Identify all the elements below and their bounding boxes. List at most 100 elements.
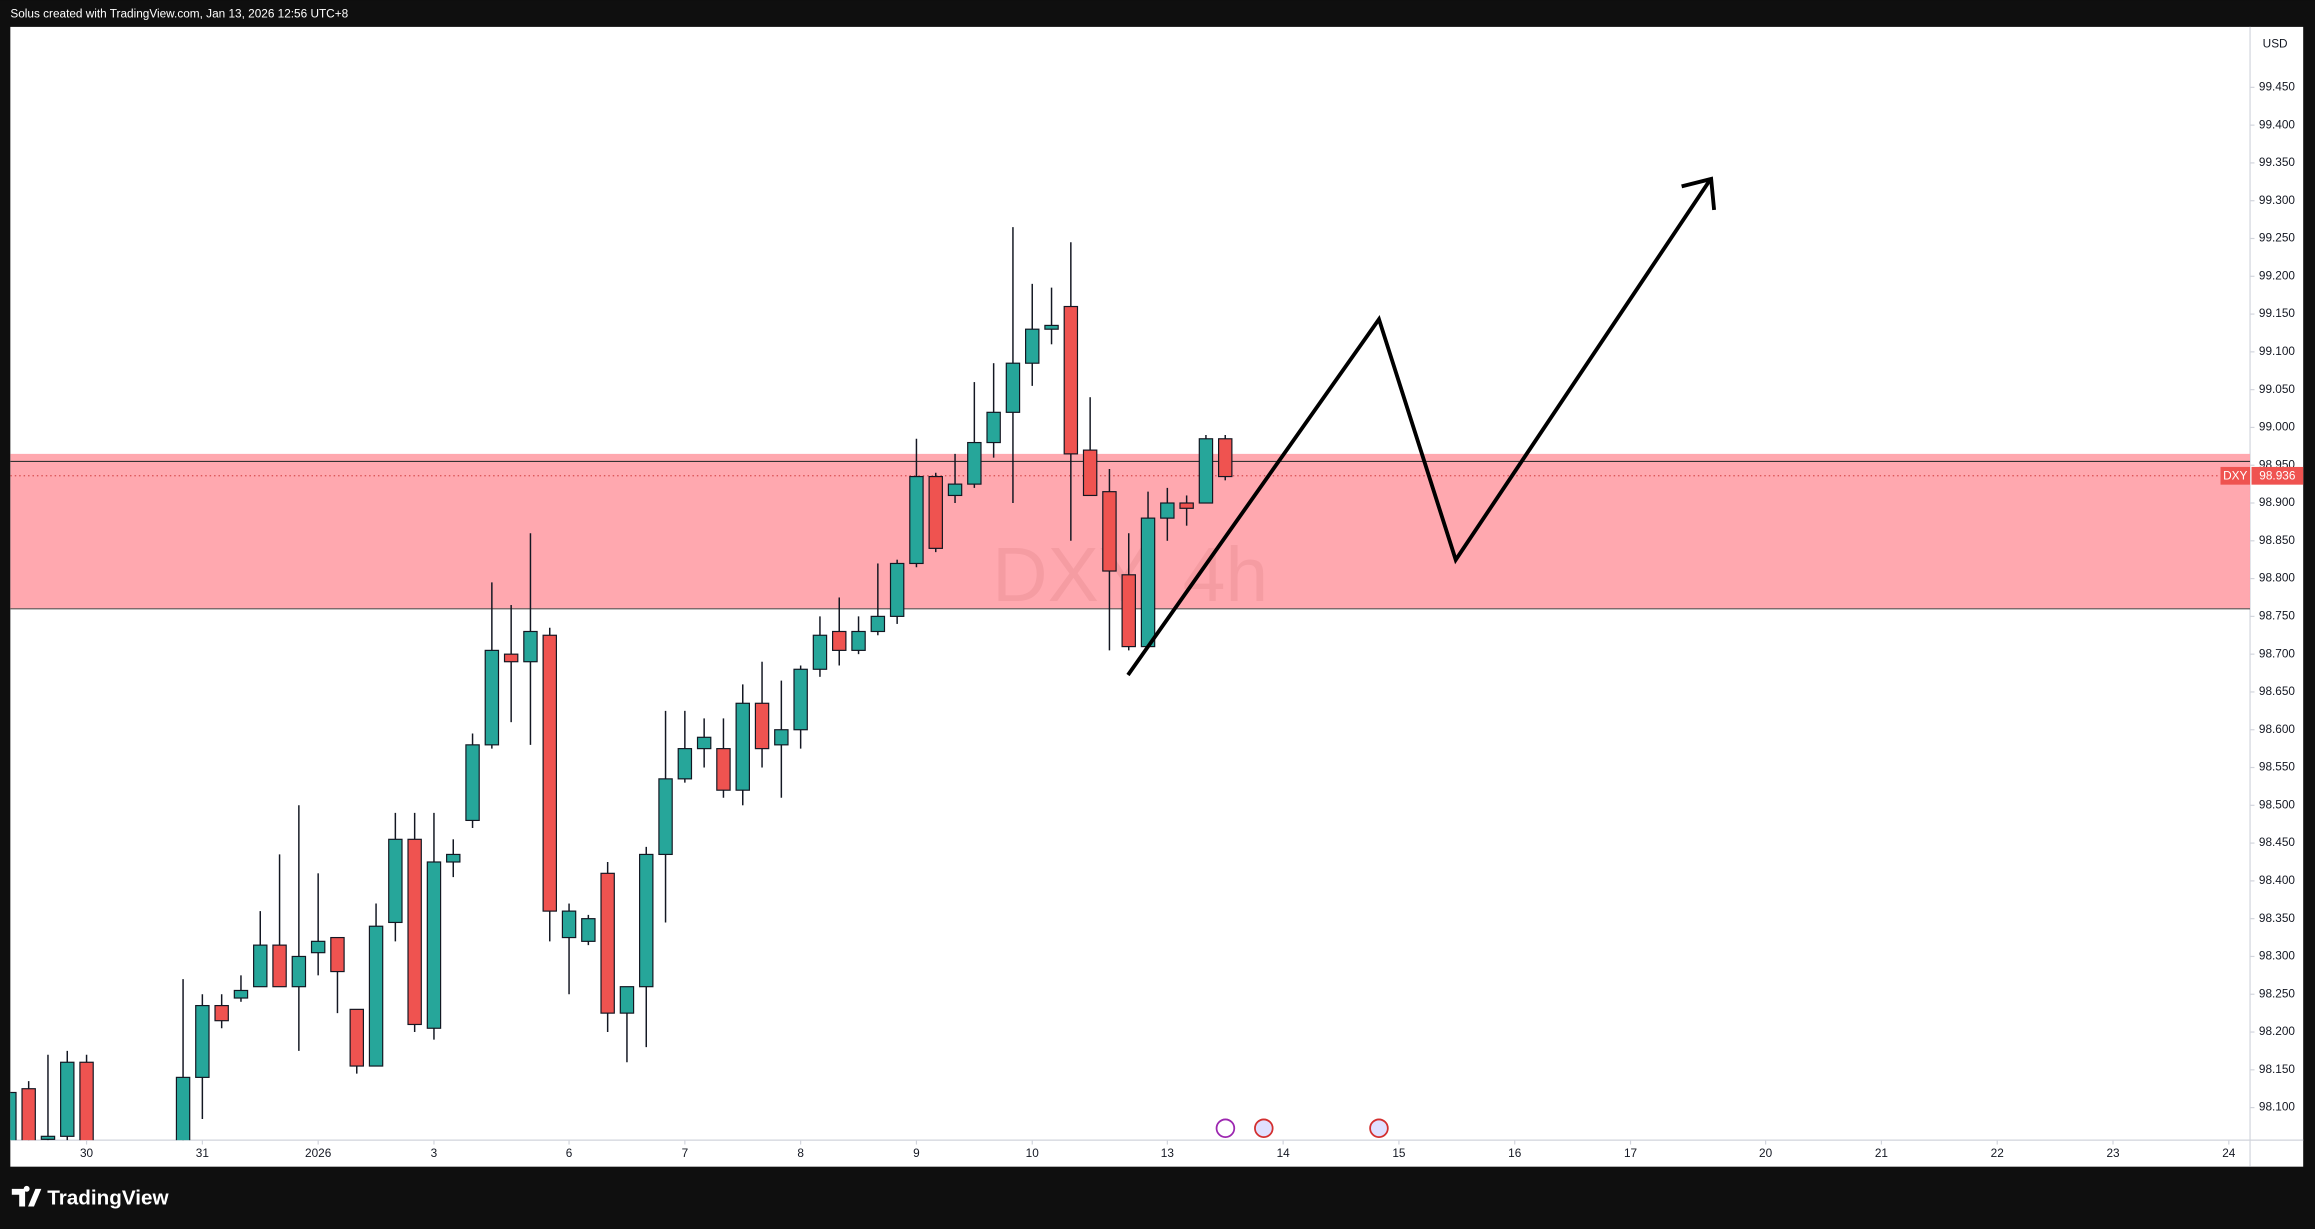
candle-body	[484, 649, 500, 746]
y-tick-label: 98.250	[2259, 986, 2296, 1000]
y-tick-label: 99.100	[2259, 344, 2296, 358]
candle	[233, 975, 249, 1002]
candle	[967, 382, 982, 488]
event-icon[interactable]	[1215, 1118, 1236, 1139]
candle-body	[1044, 324, 1059, 330]
candle	[832, 597, 847, 666]
candle	[214, 994, 229, 1029]
x-tick-label: 7	[682, 1146, 689, 1160]
y-tick-label: 98.550	[2259, 760, 2296, 774]
candle-body	[735, 702, 750, 791]
candle	[426, 812, 442, 1040]
candle-body	[1160, 502, 1175, 519]
candle	[561, 903, 577, 995]
candle-body	[465, 744, 480, 822]
candle	[677, 710, 693, 783]
candle	[10, 1091, 17, 1141]
x-tick-label: 14	[1277, 1146, 1291, 1160]
candle	[581, 914, 596, 946]
x-tick-label: 8	[797, 1146, 804, 1160]
candle-body	[233, 989, 249, 999]
currency: USD	[2263, 37, 2288, 51]
candle	[60, 1050, 75, 1141]
projection-arrow	[1126, 179, 1712, 677]
candle-body	[947, 483, 963, 497]
candle	[272, 854, 287, 988]
candle-body	[581, 918, 596, 942]
x-tick-label: 3	[431, 1146, 438, 1160]
candle-body	[1140, 517, 1156, 648]
candle-body	[851, 630, 866, 651]
y-tick-label: 98.400	[2259, 873, 2296, 887]
candle-body	[349, 1008, 364, 1067]
candle	[21, 1081, 36, 1141]
candle-body	[542, 634, 557, 912]
candle	[407, 812, 422, 1033]
candle-body	[1102, 491, 1117, 572]
candle-body	[639, 853, 654, 988]
candle	[889, 559, 905, 624]
candle	[330, 936, 345, 1014]
candle-body	[60, 1061, 75, 1137]
candle	[909, 438, 924, 568]
candle	[1179, 495, 1194, 526]
candle	[619, 986, 635, 1063]
candle	[446, 839, 461, 878]
candle-body	[928, 475, 943, 549]
candle-body	[1218, 438, 1233, 478]
brand-logo: TradingView	[11, 1185, 169, 1210]
y-tick-label: 99.300	[2259, 193, 2296, 207]
y-tick-label: 99.350	[2259, 155, 2296, 169]
candle	[658, 710, 673, 923]
candle	[774, 680, 789, 798]
candle	[986, 363, 1001, 458]
candle	[253, 911, 268, 988]
candle-body	[291, 955, 307, 988]
candle	[1121, 533, 1136, 651]
candle-body	[272, 944, 287, 988]
candle	[1025, 283, 1040, 386]
candle	[388, 812, 403, 942]
candle	[639, 846, 654, 1048]
candle-body	[330, 936, 345, 973]
candle-body	[967, 441, 982, 485]
candle-body	[1082, 449, 1098, 497]
y-tick-label: 98.350	[2259, 911, 2296, 925]
y-tick-label: 99.200	[2259, 268, 2296, 282]
candle	[1102, 469, 1117, 651]
x-tick-label: 30	[80, 1146, 94, 1160]
x-tick-label: 20	[1759, 1146, 1773, 1160]
candle	[1063, 242, 1079, 541]
candle-body	[310, 940, 326, 954]
candle	[310, 873, 326, 976]
y-tick-label: 99.150	[2259, 306, 2296, 320]
y-tick-label: 99.400	[2259, 117, 2296, 131]
candle-body	[446, 853, 461, 863]
arrow-head	[1681, 176, 1717, 211]
candle	[542, 627, 557, 942]
candle-body	[407, 838, 422, 1026]
candle	[1198, 434, 1214, 504]
candle-body	[195, 1004, 210, 1078]
candle-body	[523, 630, 538, 663]
event-icon[interactable]	[1254, 1118, 1274, 1139]
candle	[465, 733, 480, 828]
x-tick-label: 31	[196, 1146, 209, 1160]
candle-body	[889, 562, 905, 617]
candle-body	[754, 702, 770, 750]
candle	[79, 1054, 94, 1141]
x-tick-label: 16	[1508, 1146, 1522, 1160]
y-tick-label: 99.450	[2259, 79, 2296, 93]
y-tick-label: 99.050	[2259, 382, 2296, 396]
candle-body	[600, 872, 615, 1014]
event-icon[interactable]	[1369, 1118, 1389, 1139]
candle	[1044, 287, 1059, 345]
x-tick-label: 23	[2106, 1146, 2120, 1160]
candle	[291, 805, 307, 1051]
candle	[851, 616, 866, 655]
candle-body	[812, 634, 828, 670]
x-tick-label: 24	[2222, 1146, 2236, 1160]
candle-body	[40, 1135, 56, 1140]
y-tick-label: 99.250	[2259, 231, 2296, 245]
candle-body	[1005, 362, 1021, 413]
